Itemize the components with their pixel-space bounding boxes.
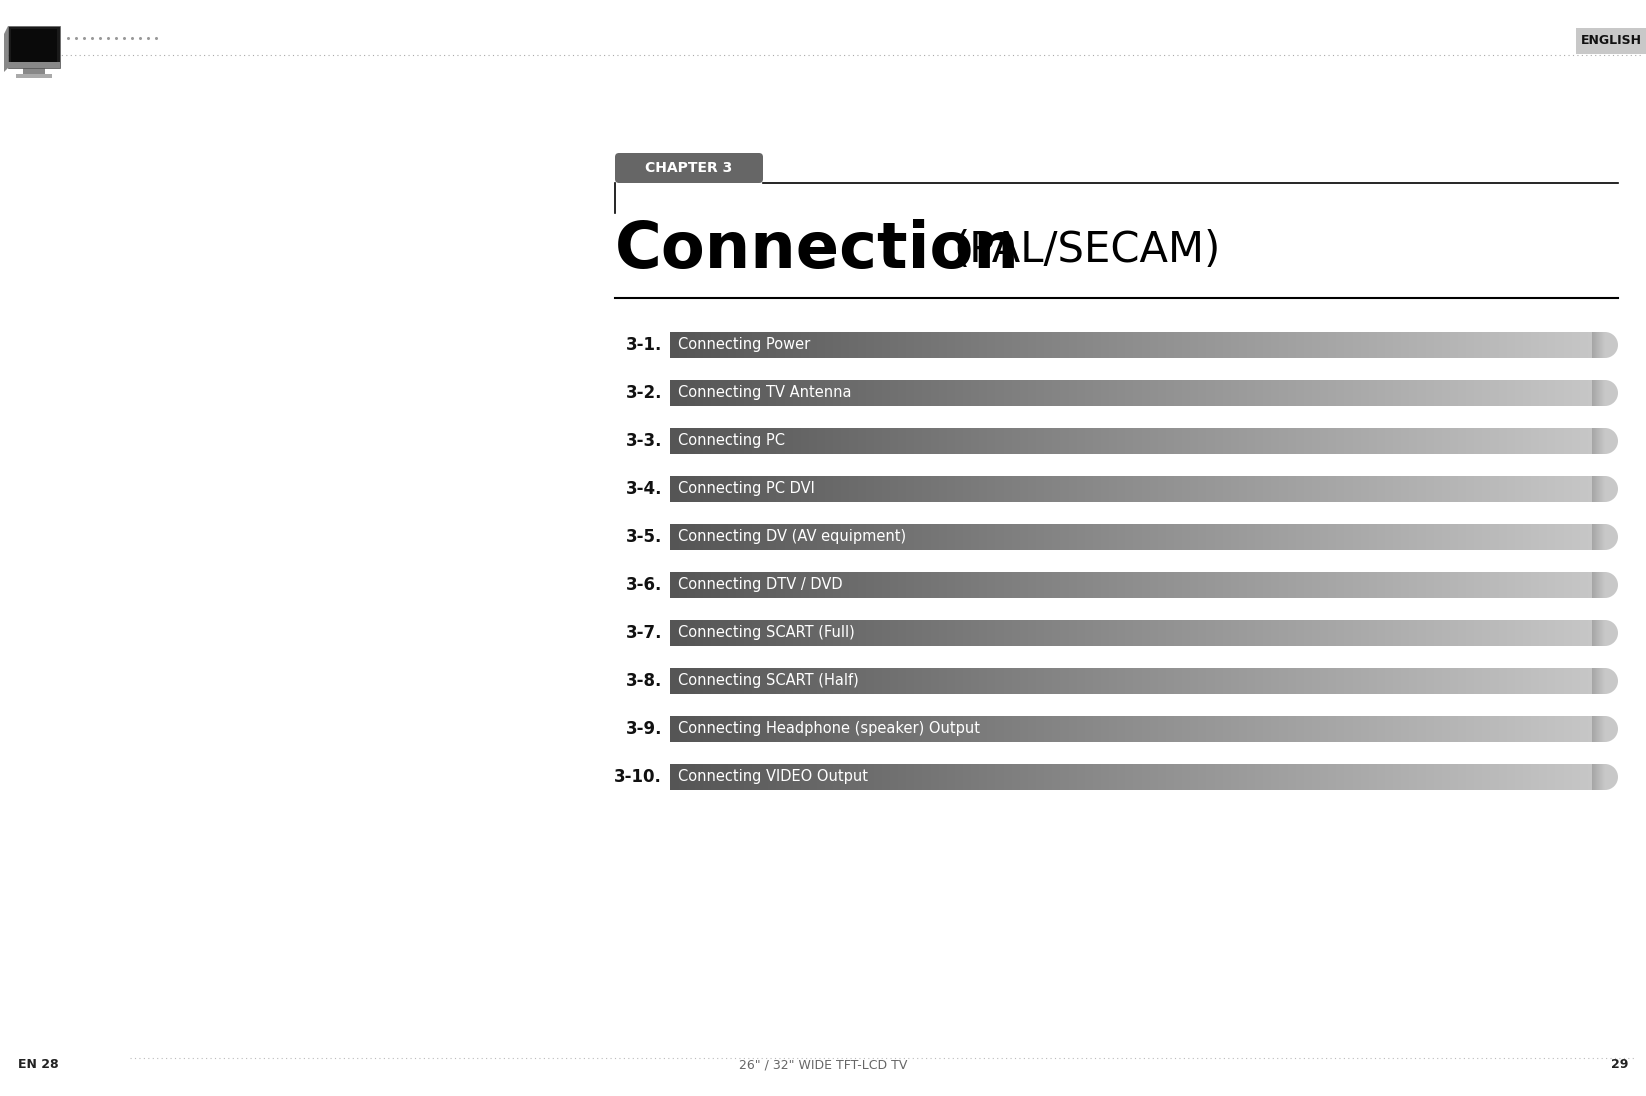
Text: Connecting Headphone (speaker) Output: Connecting Headphone (speaker) Output: [678, 721, 979, 737]
Text: 3-10.: 3-10.: [614, 768, 662, 786]
Text: Connecting PC DVI: Connecting PC DVI: [678, 481, 815, 496]
Text: Connecting SCART (Full): Connecting SCART (Full): [678, 626, 854, 640]
Text: CHAPTER 3: CHAPTER 3: [645, 161, 732, 175]
Bar: [23, 68, 44, 75]
Text: Connecting DV (AV equipment): Connecting DV (AV equipment): [678, 529, 907, 545]
FancyBboxPatch shape: [616, 153, 764, 183]
Text: EN 28: EN 28: [18, 1059, 59, 1072]
Circle shape: [1592, 429, 1618, 454]
Bar: [8, 62, 59, 68]
Circle shape: [1592, 764, 1618, 790]
Bar: [1575, 28, 1646, 54]
Text: 3-2.: 3-2.: [625, 384, 662, 402]
Text: 3-5.: 3-5.: [625, 528, 662, 546]
Text: 3-4.: 3-4.: [625, 480, 662, 498]
Bar: [12, 28, 58, 65]
Circle shape: [1592, 476, 1618, 502]
Text: 3-7.: 3-7.: [625, 624, 662, 642]
Circle shape: [1592, 332, 1618, 358]
Text: 3-8.: 3-8.: [625, 672, 662, 690]
Circle shape: [1592, 620, 1618, 646]
Text: ENGLISH: ENGLISH: [1580, 34, 1641, 47]
Text: 29: 29: [1611, 1059, 1628, 1072]
Text: Connecting PC: Connecting PC: [678, 434, 785, 448]
Text: 26" / 32" WIDE TFT-LCD TV: 26" / 32" WIDE TFT-LCD TV: [739, 1059, 907, 1072]
Text: Connecting DTV / DVD: Connecting DTV / DVD: [678, 578, 843, 593]
Polygon shape: [3, 26, 8, 72]
Circle shape: [1592, 716, 1618, 742]
Circle shape: [1592, 572, 1618, 598]
Text: 3-1.: 3-1.: [625, 336, 662, 354]
Text: 3-9.: 3-9.: [625, 720, 662, 738]
Text: 3-6.: 3-6.: [625, 576, 662, 594]
Text: Connecting VIDEO Output: Connecting VIDEO Output: [678, 769, 867, 785]
Text: Connecting SCART (Half): Connecting SCART (Half): [678, 674, 859, 688]
Text: 3-3.: 3-3.: [625, 432, 662, 450]
Text: Connecting Power: Connecting Power: [678, 338, 810, 353]
Bar: [8, 26, 59, 68]
Text: (PAL/SECAM): (PAL/SECAM): [953, 229, 1220, 271]
Circle shape: [1592, 667, 1618, 694]
Bar: [16, 75, 53, 78]
Circle shape: [1592, 524, 1618, 550]
Text: Connecting TV Antenna: Connecting TV Antenna: [678, 386, 851, 400]
Circle shape: [1592, 380, 1618, 406]
Text: Connection: Connection: [616, 219, 1021, 281]
